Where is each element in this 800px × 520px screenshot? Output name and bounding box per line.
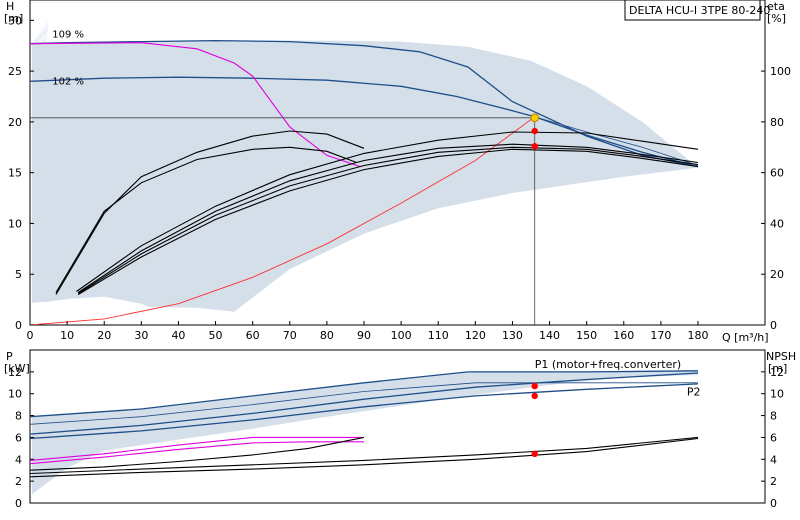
head-series-layer: 109 % 102 % bbox=[30, 30, 699, 325]
power-series-power-limit-5 bbox=[30, 441, 364, 465]
power-ylabel: P bbox=[6, 350, 13, 363]
power-series-pump-1 bbox=[30, 372, 699, 435]
title-box: DELTA HCU-I 3TPE 80-240 bbox=[624, 0, 770, 21]
head-xtick-label: 160 bbox=[613, 329, 634, 342]
head-xlabel: Q [m³/h] bbox=[722, 331, 769, 344]
head-y2tick-label: 100 bbox=[770, 65, 791, 78]
head-xtick-label: 20 bbox=[97, 329, 111, 342]
power-marker-layer bbox=[531, 382, 538, 458]
power-yunit: [kW] bbox=[4, 362, 30, 375]
head-series-eff-6 bbox=[55, 146, 357, 293]
head-y2unit: [%] bbox=[767, 12, 786, 25]
head-xtick-label: 120 bbox=[465, 329, 486, 342]
power-label-layer: P1 (motor+freq.converter) P2 bbox=[535, 358, 701, 398]
head-series-eff-9 bbox=[77, 146, 699, 294]
head-xtick-label: 80 bbox=[320, 329, 334, 342]
chart-title: DELTA HCU-I 3TPE 80-240 bbox=[629, 4, 770, 17]
head-xtick-label: 60 bbox=[246, 329, 260, 342]
head-xtick-label: 170 bbox=[650, 329, 671, 342]
head-xtick-label: 0 bbox=[27, 329, 34, 342]
head-y2tick-label: 60 bbox=[770, 167, 784, 180]
power-y2unit: [m] bbox=[768, 362, 787, 375]
head-ytick-label: 25 bbox=[8, 65, 22, 78]
head-y2tick-label: 20 bbox=[770, 268, 784, 281]
head-y2tick-label: 80 bbox=[770, 116, 784, 129]
power-series-eff-6 bbox=[30, 436, 365, 471]
power-series-pump-3 bbox=[30, 383, 699, 440]
head-xtick-label: 10 bbox=[60, 329, 74, 342]
power-operating-envelope bbox=[31, 370, 698, 495]
power-ytick-label: 12 bbox=[8, 366, 22, 379]
head-series-pump-1 bbox=[30, 76, 699, 168]
head-xtick-label: 70 bbox=[283, 329, 297, 342]
head-yunit: [m] bbox=[4, 12, 23, 25]
head-axis-layer: 0 10 20 30 40 50 60 70 80 90 100 110 120 130 140 150 160… bbox=[8, 14, 791, 342]
power-series-pump-0 bbox=[30, 370, 699, 418]
power-series-pump-thin-2 bbox=[30, 382, 698, 425]
head-xtick-label: 140 bbox=[539, 329, 560, 342]
head-ytick-label: 20 bbox=[8, 116, 22, 129]
head-xtick-label: 150 bbox=[576, 329, 597, 342]
head-y2tick-label: 40 bbox=[770, 217, 784, 230]
power-y2label: NPSH bbox=[766, 350, 796, 363]
head-xtick-label: 180 bbox=[688, 329, 709, 342]
head-y2tick-label: 0 bbox=[770, 319, 777, 332]
power-ytick-label: 10 bbox=[8, 388, 22, 401]
power-series-layer bbox=[30, 370, 699, 478]
power-series-power-limit-4 bbox=[30, 436, 364, 461]
head-marker-0 bbox=[531, 127, 538, 135]
duty-point bbox=[530, 113, 540, 123]
head-series-eff-10 bbox=[77, 148, 699, 295]
head-y2label: eta bbox=[767, 0, 785, 13]
head-series-eff-7 bbox=[76, 131, 699, 292]
head-marker-layer bbox=[30, 113, 540, 325]
series-label: P2 bbox=[687, 386, 701, 399]
head-series-system-4 bbox=[30, 116, 535, 325]
power-y2tick-label: 8 bbox=[770, 410, 777, 423]
head-chart: 109 %102 % 0 10 20 30 40 50 60 70 80 90 100 110 120 1… bbox=[4, 0, 791, 344]
power-series-eff-7 bbox=[30, 436, 699, 475]
power-axis-layer: 0 2 4 6 8 10 12 0 2 4 6 8 10 12 bbox=[8, 366, 784, 510]
power-ytick-label: 2 bbox=[15, 475, 22, 488]
head-operating-envelope bbox=[31, 40, 698, 312]
head-xtick-label: 100 bbox=[391, 329, 412, 342]
head-envelope-layer bbox=[31, 20, 698, 312]
power-marker-0 bbox=[531, 382, 538, 390]
power-series-eff-8 bbox=[30, 437, 699, 478]
power-y2tick-label: 6 bbox=[770, 431, 777, 444]
head-xtick-label: 130 bbox=[502, 329, 523, 342]
head-xtick-label: 30 bbox=[134, 329, 148, 342]
head-series-eff-8 bbox=[77, 143, 699, 293]
head-xtick-label: 110 bbox=[428, 329, 449, 342]
power-y2tick-label: 0 bbox=[770, 497, 777, 510]
head-series-pump-thin-2 bbox=[534, 116, 699, 166]
power-ytick-label: 4 bbox=[15, 453, 22, 466]
head-marker-1 bbox=[531, 143, 538, 150]
head-ytick-label: 0 bbox=[15, 319, 22, 332]
head-ytick-label: 30 bbox=[8, 14, 22, 27]
head-xtick-label: 40 bbox=[171, 329, 185, 342]
head-ylabel: H bbox=[6, 0, 14, 13]
power-ytick-label: 8 bbox=[15, 410, 22, 423]
head-ytick-label: 5 bbox=[15, 268, 22, 281]
head-xtick-label: 50 bbox=[209, 329, 223, 342]
power-y2tick-label: 10 bbox=[770, 388, 784, 401]
power-chart: 0 2 4 6 8 10 12 0 2 4 6 8 10 12 P1 (motor+freq.conver… bbox=[4, 349, 796, 510]
head-series-pump-0 bbox=[30, 39, 699, 168]
head-xtick-label: 90 bbox=[357, 329, 371, 342]
speed-label: 109 % bbox=[52, 30, 84, 41]
power-y2tick-label: 2 bbox=[770, 475, 777, 488]
power-y2tick-label: 12 bbox=[770, 366, 784, 379]
power-marker-1 bbox=[531, 392, 538, 400]
power-y2tick-label: 4 bbox=[770, 453, 777, 466]
head-ytick-label: 10 bbox=[8, 217, 22, 230]
series-label: P1 (motor+freq.converter) bbox=[535, 358, 682, 371]
speed-label: 102 % bbox=[52, 76, 84, 87]
power-marker-2 bbox=[531, 450, 538, 458]
power-ytick-label: 6 bbox=[15, 431, 22, 444]
head-ytick-label: 15 bbox=[8, 167, 22, 180]
power-ytick-label: 0 bbox=[15, 497, 22, 510]
power-envelope-layer bbox=[31, 370, 698, 495]
